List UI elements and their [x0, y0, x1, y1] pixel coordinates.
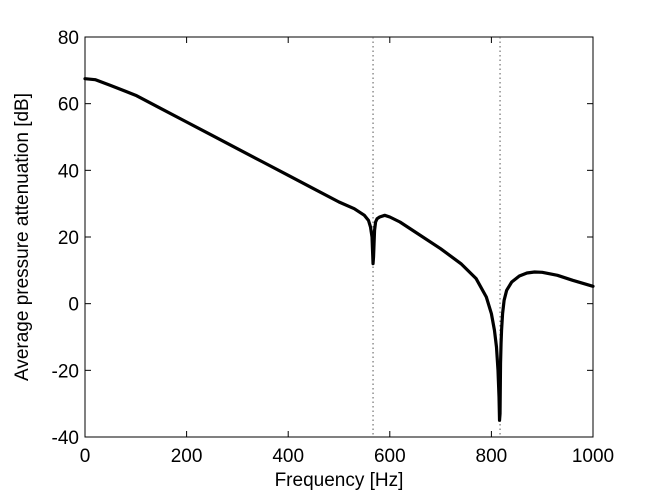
y-tick-label--20: -20	[52, 361, 79, 382]
y-tick-label-40: 40	[58, 161, 79, 182]
series-layer	[83, 77, 595, 422]
x-tick-label-800: 800	[476, 446, 508, 467]
y-tick-label-60: 60	[58, 95, 79, 116]
ticks-layer: 0 200 400 600 800 1000 -40 -20 0 20 40 60 80	[52, 28, 615, 467]
plot-frame	[84, 36, 594, 438]
x-tick-label-200: 200	[171, 446, 203, 467]
y-tick-label-0: 0	[68, 295, 79, 316]
x-tick-label-600: 600	[374, 446, 406, 467]
x-tick-label-0: 0	[80, 446, 91, 467]
y-tick-label-80: 80	[58, 28, 79, 49]
y-tick-label-20: 20	[58, 228, 79, 249]
series-line-1	[83, 77, 595, 422]
y-tick-label--40: -40	[52, 428, 79, 449]
x-tick-label-400: 400	[272, 446, 304, 467]
y-axis-label: Average pressure attenuation [dB]	[12, 93, 33, 381]
x-tick-label-1000: 1000	[572, 446, 614, 467]
plot-area-border	[84, 36, 594, 438]
x-axis-label: Frequency [Hz]	[275, 470, 404, 491]
